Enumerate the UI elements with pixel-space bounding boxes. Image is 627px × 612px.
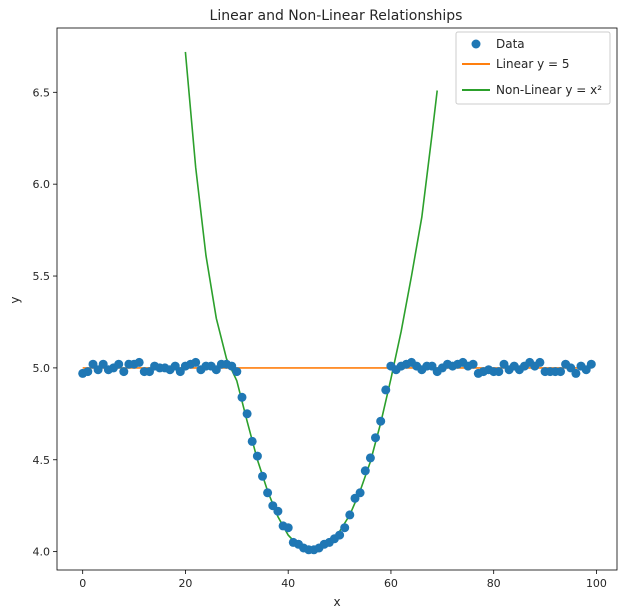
data-point (376, 416, 386, 426)
y-tick-label: 4.0 (33, 546, 51, 559)
data-point (237, 392, 247, 402)
data-point (365, 453, 375, 463)
data-point (556, 367, 565, 377)
x-tick-label: 20 (178, 577, 192, 590)
legend-frame (455, 31, 611, 105)
chart-title: Linear and Non-Linear Relationships (210, 8, 463, 24)
data-point (360, 466, 370, 476)
data-point (252, 451, 262, 461)
data-point (247, 436, 257, 446)
x-axis-label: x (333, 595, 340, 609)
data-point (83, 367, 93, 377)
axis-ticks: 0 20 40 60 80 100 4.0 4.5 5.0 5.5 6.0 6.5 (33, 86, 607, 590)
y-axis-label: y (8, 296, 22, 303)
x-tick-label: 60 (384, 577, 398, 590)
data-point (371, 433, 380, 443)
y-tick-label: 6.0 (33, 178, 51, 191)
legend-data-label: Data (496, 37, 525, 51)
data-point (242, 409, 252, 419)
data-point (586, 359, 596, 369)
data-point (191, 357, 201, 367)
legend-nonlinear-label: Non-Linear y = x² (496, 83, 602, 97)
legend-linear-label: Linear y = 5 (496, 57, 570, 71)
data-point (381, 385, 391, 395)
plot-area (56, 27, 618, 571)
data-point (345, 510, 355, 520)
data-point (273, 506, 283, 516)
y-tick-label: 5.5 (33, 270, 51, 283)
data-point (119, 367, 129, 377)
data-point (468, 359, 478, 369)
data-point (263, 488, 273, 498)
data-point (571, 368, 581, 378)
legend-data-marker (471, 39, 481, 49)
legend: Data Linear y = 5 Non-Linear y = x² (455, 31, 611, 105)
x-tick-label: 40 (281, 577, 295, 590)
data-point (258, 471, 267, 481)
data-point (340, 523, 350, 533)
y-tick-label: 6.5 (33, 86, 51, 99)
data-point (114, 359, 124, 369)
data-point (283, 523, 293, 533)
axes-frame (56, 27, 618, 571)
data-point (355, 488, 365, 498)
data-point (494, 367, 504, 377)
y-tick-label: 4.5 (33, 454, 51, 467)
data-point (535, 357, 545, 367)
data-point (335, 530, 345, 540)
data-point (232, 367, 242, 377)
x-tick-label: 80 (487, 577, 501, 590)
x-tick-label: 0 (79, 577, 86, 590)
x-tick-label: 100 (586, 577, 607, 590)
data-point (134, 357, 144, 367)
y-tick-label: 5.0 (33, 362, 51, 375)
